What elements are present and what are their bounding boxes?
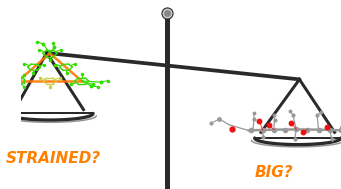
- Text: BIG?: BIG?: [254, 165, 293, 180]
- Text: STRAINED?: STRAINED?: [5, 151, 101, 166]
